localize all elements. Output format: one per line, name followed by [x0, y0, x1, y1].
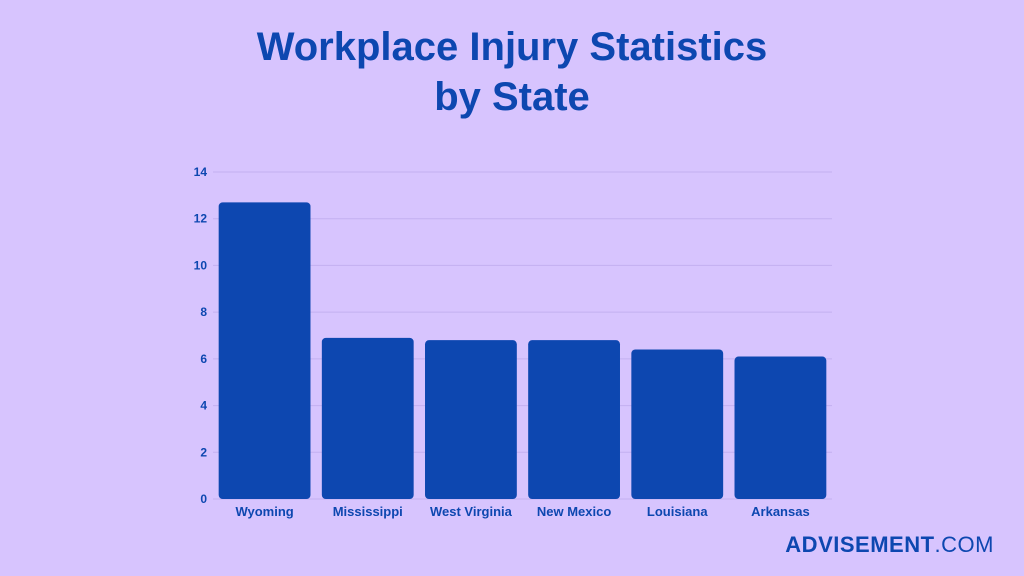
- brand-logo: ADVISEMENT.COM: [785, 532, 994, 558]
- chart-title: Workplace Injury Statistics by State: [0, 22, 1024, 122]
- bar: [734, 356, 827, 499]
- x-tick-label: Wyoming: [235, 504, 293, 519]
- bar: [218, 202, 311, 499]
- x-tick-label: Louisiana: [647, 504, 708, 519]
- y-tick-label: 2: [200, 445, 207, 459]
- y-tick-label: 10: [194, 258, 208, 272]
- y-tick-label: 12: [194, 212, 208, 226]
- bar: [321, 337, 414, 499]
- bar: [528, 340, 620, 499]
- x-tick-label: New Mexico: [537, 504, 611, 519]
- x-tick-label: Mississippi: [333, 504, 403, 519]
- chart-title-line-2: by State: [434, 75, 590, 119]
- y-tick-label: 6: [200, 352, 207, 366]
- bar: [631, 349, 724, 499]
- y-tick-label: 0: [200, 492, 207, 506]
- bar: [425, 340, 517, 499]
- y-tick-label: 14: [194, 165, 208, 179]
- x-tick-label: Arkansas: [751, 504, 810, 519]
- brand-domain: .COM: [934, 532, 994, 557]
- y-tick-label: 8: [200, 305, 207, 319]
- chart-title-line-1: Workplace Injury Statistics: [256, 25, 768, 69]
- brand-name: ADVISEMENT: [785, 532, 935, 557]
- y-tick-label: 4: [200, 399, 207, 413]
- x-tick-label: West Virginia: [430, 504, 513, 519]
